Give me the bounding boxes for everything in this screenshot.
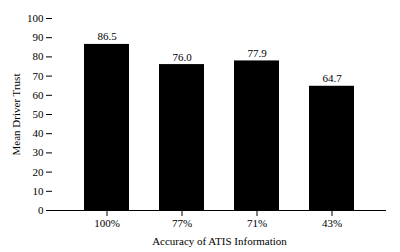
svg-text:100: 100 xyxy=(27,12,44,24)
svg-text:76.0: 76.0 xyxy=(172,51,192,63)
svg-text:90: 90 xyxy=(33,31,45,43)
svg-text:80: 80 xyxy=(33,50,45,62)
svg-text:64.7: 64.7 xyxy=(322,72,342,84)
svg-text:Mean Driver Trust: Mean Driver Trust xyxy=(10,74,22,156)
svg-text:0: 0 xyxy=(38,204,44,216)
svg-text:40: 40 xyxy=(33,127,45,139)
svg-text:86.5: 86.5 xyxy=(97,30,117,42)
svg-text:60: 60 xyxy=(33,89,45,101)
svg-text:100%: 100% xyxy=(94,217,120,229)
svg-text:10: 10 xyxy=(33,185,45,197)
svg-text:20: 20 xyxy=(33,166,45,178)
svg-text:50: 50 xyxy=(33,108,45,120)
svg-text:77.9: 77.9 xyxy=(247,47,267,59)
svg-text:30: 30 xyxy=(33,146,45,158)
svg-text:77%: 77% xyxy=(172,217,192,229)
svg-text:70: 70 xyxy=(33,70,45,82)
svg-text:43%: 43% xyxy=(322,217,342,229)
svg-text:71%: 71% xyxy=(247,217,267,229)
svg-text:Accuracy of ATIS Information: Accuracy of ATIS Information xyxy=(152,235,287,247)
